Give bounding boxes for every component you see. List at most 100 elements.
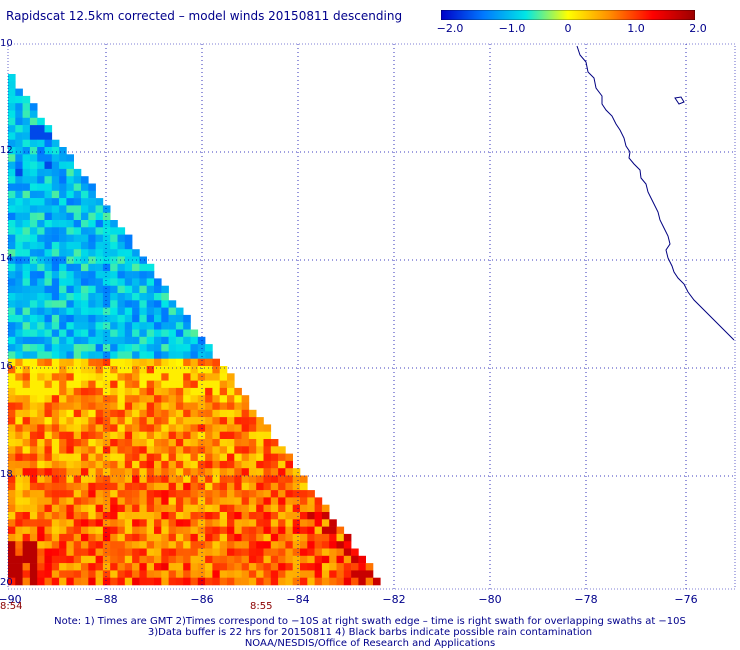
swath-cell — [44, 526, 53, 535]
swath-cell — [37, 351, 45, 359]
swath-cell — [37, 307, 45, 316]
swath-cell — [29, 329, 38, 338]
swath-cell — [37, 475, 45, 484]
swath-cell — [22, 380, 31, 389]
swath-cell — [234, 402, 242, 411]
swath-cell — [8, 190, 16, 199]
swath-cell — [139, 314, 147, 323]
swath-cell — [117, 351, 126, 359]
swath-cell — [197, 344, 206, 352]
swath-cell — [15, 482, 23, 491]
swath-cell — [29, 453, 38, 462]
swath-cell — [66, 475, 74, 484]
swath-cell — [285, 577, 293, 586]
swath-cell — [256, 460, 264, 469]
swath-cell — [183, 431, 191, 440]
swath-cell — [132, 512, 140, 520]
swath-cell — [117, 577, 126, 586]
swath-cell — [37, 234, 45, 243]
swath-cell — [212, 490, 220, 498]
swath-cell — [102, 373, 111, 381]
swath-cell — [263, 548, 272, 557]
swath-cell — [29, 380, 38, 389]
swath-cell — [15, 322, 23, 330]
swath-cell — [154, 387, 162, 396]
swath-cell — [81, 329, 89, 338]
swath-cell — [270, 526, 279, 535]
swath-cell — [168, 417, 177, 425]
swath-cell — [95, 446, 104, 454]
swath-cell — [81, 402, 89, 411]
swath-cell — [29, 103, 38, 111]
swath-cell — [95, 468, 104, 476]
swath-cell — [314, 519, 323, 527]
swath-cell — [256, 482, 264, 491]
swath-cell — [212, 512, 220, 520]
swath-cell — [161, 293, 169, 301]
swath-cell — [285, 563, 293, 571]
swath-cell — [88, 358, 96, 367]
swath-cell — [110, 358, 118, 367]
swath-cell — [37, 220, 45, 228]
swath-cell — [234, 417, 242, 425]
swath-cell — [190, 519, 199, 527]
swath-cell — [37, 424, 45, 432]
swath-cell — [168, 497, 177, 505]
swath-cell — [132, 533, 140, 542]
swath-cell — [29, 533, 38, 542]
swath-cell — [8, 541, 16, 549]
swath-cell — [139, 504, 147, 513]
swath-cell — [292, 577, 301, 586]
swath-cell — [321, 526, 330, 535]
swath-cell — [73, 220, 82, 228]
swath-cell — [132, 482, 140, 491]
swath-cell — [81, 176, 89, 184]
swath-cell — [59, 271, 67, 279]
swath-cell — [248, 482, 257, 491]
swath-cell — [183, 336, 191, 345]
swath-cell — [59, 366, 67, 374]
swath-cell — [66, 285, 74, 294]
swath-cell — [59, 497, 67, 505]
swath-cell — [124, 234, 133, 243]
swath-cell — [300, 541, 308, 549]
swath-cell — [37, 512, 45, 520]
swath-cell — [73, 300, 82, 308]
swath-cell — [175, 570, 184, 578]
swath-cell — [175, 314, 184, 323]
swath-cell — [139, 555, 147, 564]
swath-cell — [44, 183, 53, 192]
swath-cell — [66, 293, 74, 301]
swath-cell — [22, 475, 31, 484]
swath-cell — [37, 263, 45, 272]
swath-cell — [329, 548, 337, 557]
swath-cell — [212, 570, 220, 578]
swath-cell — [256, 431, 264, 440]
swath-cell — [146, 446, 155, 454]
swath-cell — [154, 497, 162, 505]
swath-cell — [117, 307, 126, 316]
swath-cell — [256, 577, 264, 586]
swath-cell — [22, 285, 31, 294]
swath-cell — [212, 460, 220, 469]
swath-cell — [44, 154, 53, 162]
swath-cell — [8, 468, 16, 476]
swath-cell — [8, 234, 16, 243]
swath-cell — [22, 241, 31, 250]
swath-cell — [22, 344, 31, 352]
swath-cell — [102, 519, 111, 527]
swath-cell — [59, 387, 67, 396]
swath-cell — [22, 490, 31, 498]
swath-cell — [29, 497, 38, 505]
swath-cell — [124, 563, 133, 571]
lon-label: −82 — [382, 593, 406, 606]
swath-cell — [73, 387, 82, 396]
swath-cell — [168, 351, 177, 359]
swath-cell — [234, 563, 242, 571]
swath-cell — [37, 417, 45, 425]
swath-cell — [59, 205, 67, 213]
swath-cell — [110, 285, 118, 294]
swath-cell — [132, 424, 140, 432]
swath-cell — [117, 241, 126, 250]
swath-cell — [22, 190, 31, 199]
